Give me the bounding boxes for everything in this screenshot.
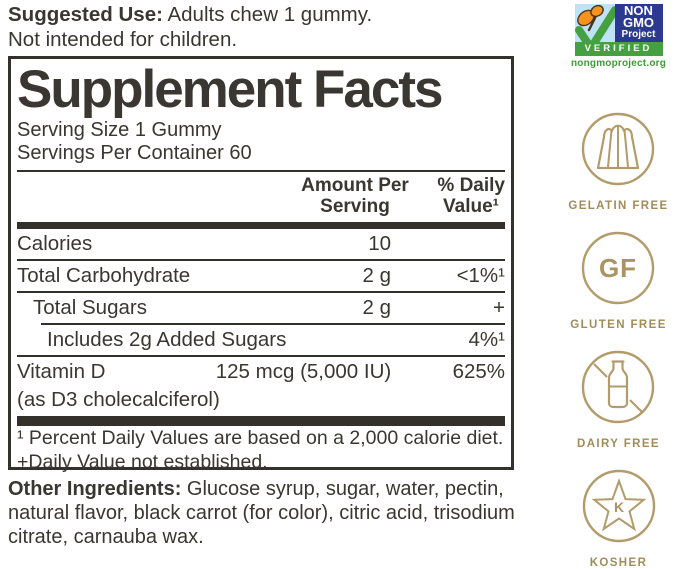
supplement-facts-panel: Supplement Facts Serving Size 1 Gummy Se… xyxy=(8,56,514,473)
row-name: Total Carbohydrate xyxy=(17,264,191,287)
non-gmo-line1: NON xyxy=(624,4,653,18)
gelatin-mold-icon xyxy=(582,112,655,186)
row-added-sugars: Includes 2g Added Sugars 4%¹ xyxy=(17,325,505,355)
suggested-use-line1: Suggested Use: Adults chew 1 gummy. xyxy=(8,2,560,27)
row-dv: + xyxy=(493,296,505,319)
divider-indented xyxy=(41,323,505,325)
col-amount-line1: Amount Per xyxy=(301,175,409,196)
badge-label-gelatin-free: GELATIN FREE xyxy=(568,200,669,212)
col-amount-per-serving: Amount Per Serving xyxy=(267,175,417,217)
panel-title: Supplement Facts xyxy=(17,60,443,119)
badge-label-gluten-free: GLUTEN FREE xyxy=(570,319,667,331)
footnote-daily-values: ¹ Percent Daily Values are based on a 2,… xyxy=(17,427,504,449)
footnote-dv-not-established: +Daily Value not established. xyxy=(17,451,268,473)
badge-gluten-free: GF GLUTEN FREE xyxy=(570,230,667,331)
non-gmo-seal-box: NON GMO Project VERIFIED xyxy=(574,4,663,56)
thick-divider xyxy=(17,416,505,426)
gluten-free-gf-icon: GF xyxy=(582,231,655,305)
badge-label-kosher: KOSHER xyxy=(589,557,648,569)
col-daily-value: % Daily Value¹ xyxy=(417,175,505,217)
badge-label-dairy-free: DAIRY FREE xyxy=(576,438,660,450)
suggested-use-line2: Not intended for children. xyxy=(8,28,238,51)
divider xyxy=(17,259,505,261)
row-name: Vitamin D xyxy=(17,360,106,383)
serving-size: Serving Size 1 Gummy xyxy=(17,119,222,141)
row-calories: Calories 10 xyxy=(17,229,505,259)
kosher-star-icon: K xyxy=(582,469,655,543)
col-dv-line1: % Daily xyxy=(437,175,505,196)
row-name: Includes 2g Added Sugars xyxy=(47,328,287,351)
other-ingredients-label: Other Ingredients: xyxy=(8,478,182,500)
row-amount: 2 g xyxy=(362,296,392,319)
table-header: Amount Per Serving % Daily Value¹ xyxy=(17,172,505,219)
other-ingredients-text: Glucose syrup, sugar, water, pectin, nat… xyxy=(8,478,515,548)
row-dv: 4%¹ xyxy=(468,328,505,351)
servings-per-container: Servings Per Container 60 xyxy=(17,142,252,164)
badge-dairy-free: DAIRY FREE xyxy=(577,349,660,450)
non-gmo-project-seal: NON GMO Project VERIFIED nongmoproject.o… xyxy=(571,4,666,69)
suggested-use-label: Suggested Use: xyxy=(8,3,163,26)
kosher-k-letter: K xyxy=(613,499,623,515)
row-name: Total Sugars xyxy=(33,296,147,319)
row-name: Calories xyxy=(17,232,93,255)
suggested-use: Suggested Use: Adults chew 1 gummy. Not … xyxy=(8,2,560,52)
other-ingredients: Other Ingredients: Glucose syrup, sugar,… xyxy=(8,477,568,549)
row-dv: 625% xyxy=(452,360,505,383)
badge-gelatin-free: GELATIN FREE xyxy=(568,111,668,212)
row-total-sugars: Total Sugars 2 g + xyxy=(17,293,505,323)
row-vitamin-d-form: (as D3 cholecalciferol) xyxy=(17,388,220,411)
col-amount-line2: Serving xyxy=(320,196,390,217)
header-spacer xyxy=(17,175,267,217)
row-amount: 125 mcg (5,000 IU) xyxy=(215,360,392,383)
non-gmo-line3: Project xyxy=(621,29,656,40)
badge-kosher: K KOSHER xyxy=(581,468,657,569)
row-total-carbohydrate: Total Carbohydrate 2 g <1%¹ xyxy=(17,261,505,291)
gf-letters: GF xyxy=(599,253,637,283)
thick-divider xyxy=(17,222,505,229)
col-dv-line2: Value¹ xyxy=(443,196,499,217)
verified-strip: VERIFIED xyxy=(574,42,663,56)
row-amount: 10 xyxy=(368,232,391,255)
suggested-use-text: Adults chew 1 gummy. xyxy=(162,3,373,26)
divider xyxy=(17,355,505,357)
non-gmo-text-block: NON GMO Project xyxy=(614,4,663,42)
divider xyxy=(17,170,505,172)
row-dv: <1%¹ xyxy=(456,264,505,287)
milk-bottle-slash-icon xyxy=(582,350,655,424)
divider xyxy=(17,291,505,293)
row-vitamin-d: Vitamin D 125 mcg (5,000 IU) 625% xyxy=(17,357,505,387)
non-gmo-line2: GMO xyxy=(622,15,655,30)
non-gmo-url: nongmoproject.org xyxy=(570,58,667,69)
certification-column: NON GMO Project VERIFIED nongmoproject.o… xyxy=(558,0,679,569)
row-amount: 2 g xyxy=(362,264,392,287)
